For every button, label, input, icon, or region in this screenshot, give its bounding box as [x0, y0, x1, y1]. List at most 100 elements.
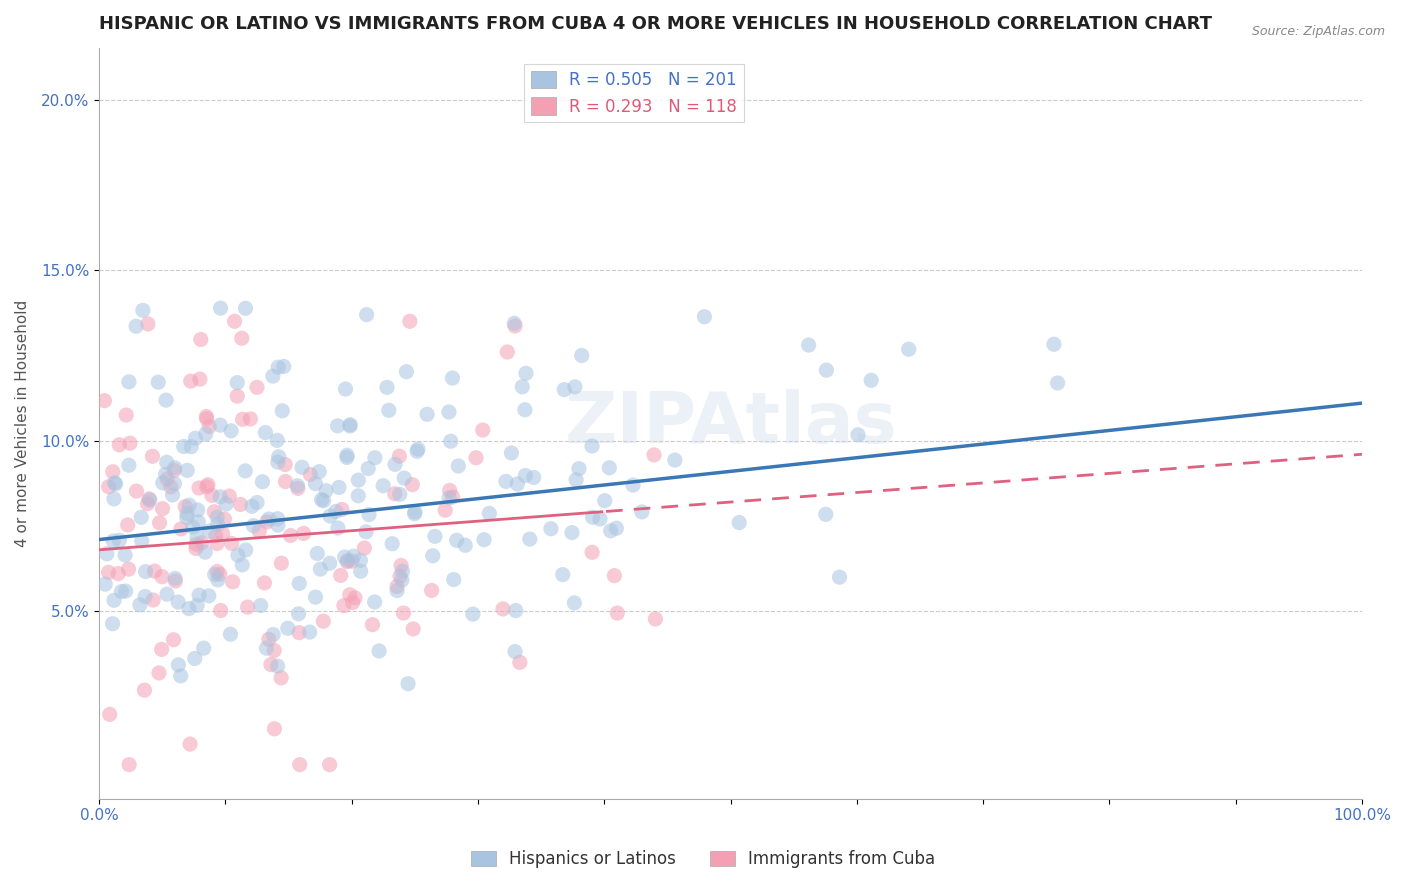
Point [215, 497, 238, 511]
Point [404, 505, 426, 519]
Point [125, 319, 148, 334]
Point [828, 570, 851, 584]
Point [239, 412, 262, 426]
Point [108, 533, 131, 548]
Point [441, 371, 464, 385]
Point [155, 393, 177, 408]
Point [252, 475, 274, 489]
Legend: Hispanics or Latinos, Immigrants from Cuba: Hispanics or Latinos, Immigrants from Cu… [464, 844, 942, 875]
Point [605, 521, 627, 535]
Point [312, 614, 335, 628]
Point [344, 591, 367, 605]
Point [513, 402, 536, 417]
Point [598, 460, 620, 475]
Point [540, 522, 562, 536]
Point [311, 492, 333, 507]
Point [231, 558, 253, 572]
Point [163, 463, 186, 477]
Point [270, 671, 292, 685]
Point [135, 565, 157, 579]
Point [728, 516, 751, 530]
Point [117, 562, 139, 576]
Point [318, 757, 340, 772]
Point [336, 554, 359, 568]
Point [509, 656, 531, 670]
Point [163, 476, 186, 491]
Point [551, 567, 574, 582]
Point [114, 584, 136, 599]
Point [339, 417, 361, 432]
Point [165, 574, 187, 588]
Point [118, 436, 141, 450]
Point [288, 757, 311, 772]
Point [184, 651, 207, 665]
Point [897, 343, 920, 357]
Point [392, 606, 415, 620]
Legend: R = 0.505   N = 201, R = 0.293   N = 118: R = 0.505 N = 201, R = 0.293 N = 118 [524, 64, 744, 122]
Point [246, 495, 269, 509]
Point [373, 479, 395, 493]
Point [581, 439, 603, 453]
Point [136, 497, 159, 511]
Point [347, 473, 370, 487]
Point [396, 676, 419, 690]
Point [224, 314, 246, 328]
Point [98, 707, 121, 722]
Point [330, 502, 353, 516]
Point [129, 510, 152, 524]
Point [103, 475, 125, 490]
Point [307, 547, 329, 561]
Point [389, 558, 412, 573]
Point [814, 508, 837, 522]
Point [108, 438, 131, 452]
Point [170, 669, 193, 683]
Point [364, 450, 387, 465]
Point [103, 491, 125, 506]
Point [336, 555, 359, 569]
Point [117, 518, 139, 533]
Point [270, 556, 292, 570]
Point [506, 477, 529, 491]
Point [325, 504, 347, 518]
Point [401, 477, 423, 491]
Point [478, 507, 501, 521]
Point [156, 587, 179, 601]
Point [315, 483, 337, 498]
Point [148, 516, 170, 530]
Point [471, 423, 494, 437]
Point [492, 602, 515, 616]
Point [204, 529, 226, 543]
Point [381, 537, 404, 551]
Point [553, 383, 575, 397]
Point [180, 440, 202, 454]
Point [503, 644, 526, 658]
Point [440, 434, 463, 449]
Point [266, 659, 288, 673]
Point [263, 722, 285, 736]
Point [150, 642, 173, 657]
Point [197, 589, 219, 603]
Point [260, 657, 283, 672]
Point [184, 541, 207, 556]
Point [280, 528, 302, 542]
Point [416, 407, 439, 421]
Point [378, 403, 401, 417]
Point [128, 598, 150, 612]
Point [304, 476, 326, 491]
Point [163, 460, 186, 475]
Point [503, 316, 526, 330]
Point [277, 621, 299, 635]
Point [173, 440, 195, 454]
Point [187, 515, 209, 529]
Point [181, 520, 204, 534]
Point [349, 553, 371, 567]
Point [515, 366, 537, 380]
Point [287, 607, 309, 621]
Point [170, 522, 193, 536]
Point [148, 375, 170, 389]
Point [118, 757, 141, 772]
Point [273, 359, 295, 374]
Point [101, 465, 124, 479]
Point [152, 475, 174, 490]
Point [860, 373, 883, 387]
